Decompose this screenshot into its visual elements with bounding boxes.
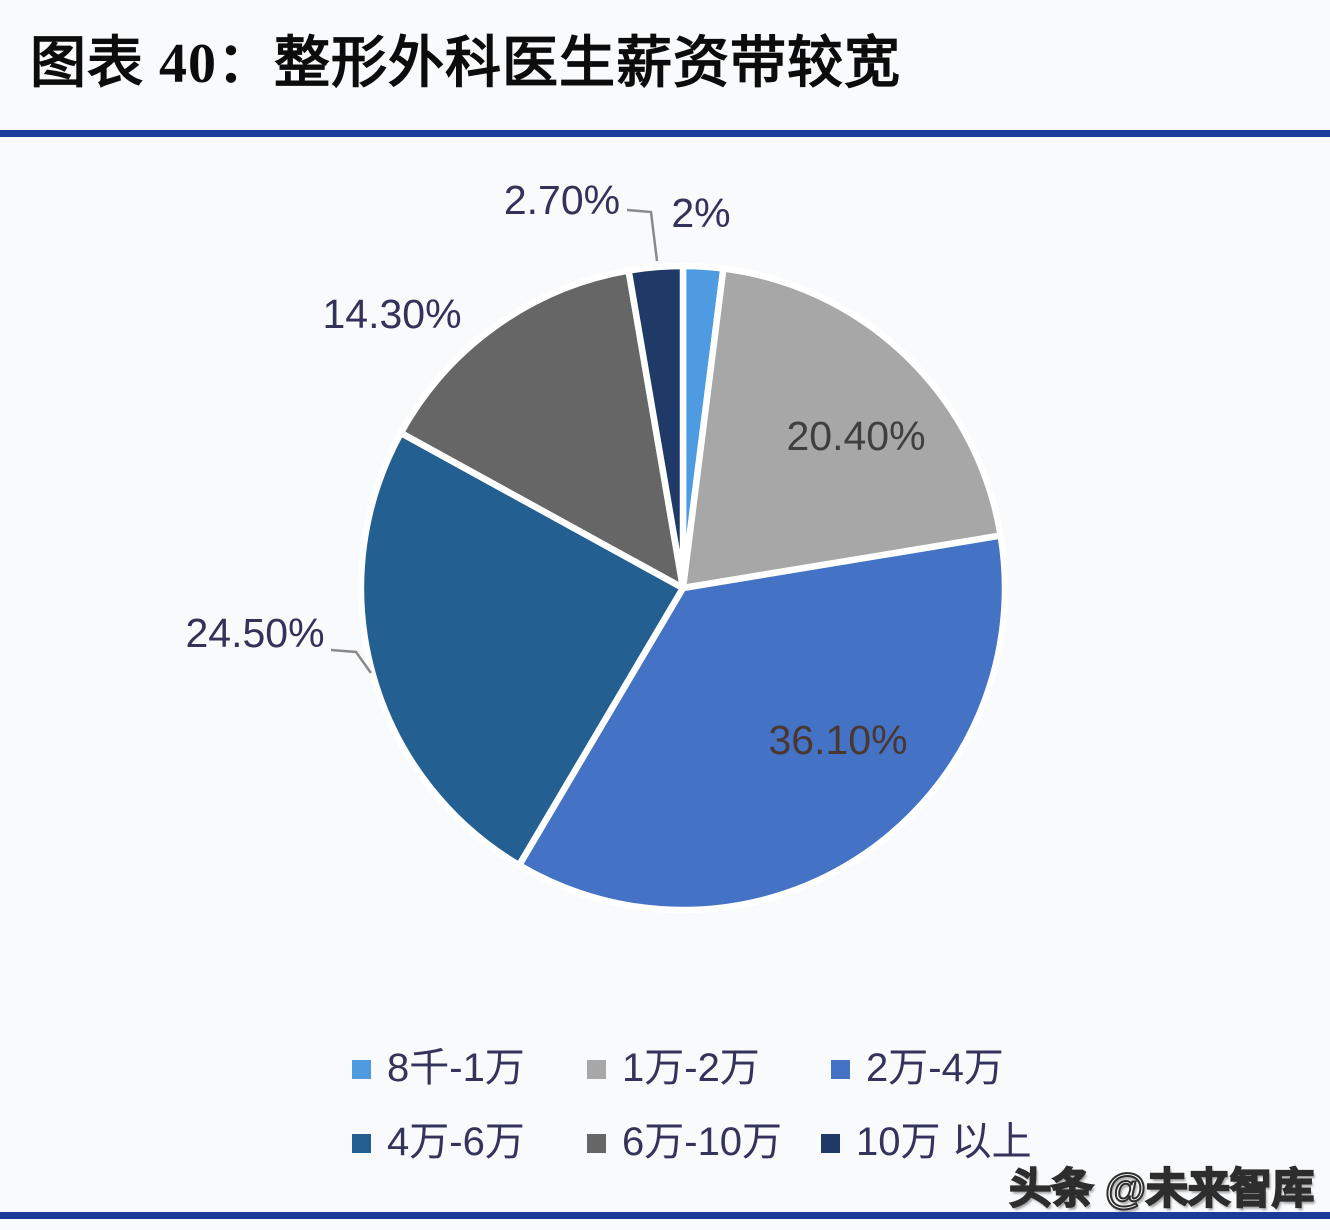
page-title: 图表 40：整形外科医生薪资带较宽	[30, 33, 901, 95]
leader-line-10万 以上	[626, 208, 659, 262]
pie-slice-10万 以上	[625, 262, 687, 592]
pie-label-2万-4万: 36.10%	[768, 717, 907, 763]
title-divider-line	[0, 130, 1330, 137]
pie-slice-6万-10万	[397, 267, 687, 592]
watermark: 头条 @未来智库	[1008, 1164, 1315, 1213]
pie-slice-1万-2万	[679, 265, 1004, 592]
pie-slice-2万-4万	[515, 532, 1009, 914]
pie-label-8千-1万: 2%	[671, 190, 730, 236]
leader-line-4万-6万	[330, 648, 373, 674]
pie-slice-4万-6万	[357, 429, 687, 869]
pie-label-6万-10万: 14.30%	[322, 291, 461, 337]
pie-label-4万-6万: 24.50%	[185, 610, 324, 656]
pie-label-1万-2万: 20.40%	[786, 413, 925, 459]
bottom-divider-line	[0, 1212, 1330, 1219]
pie-label-10万 以上: 2.70%	[504, 177, 620, 223]
